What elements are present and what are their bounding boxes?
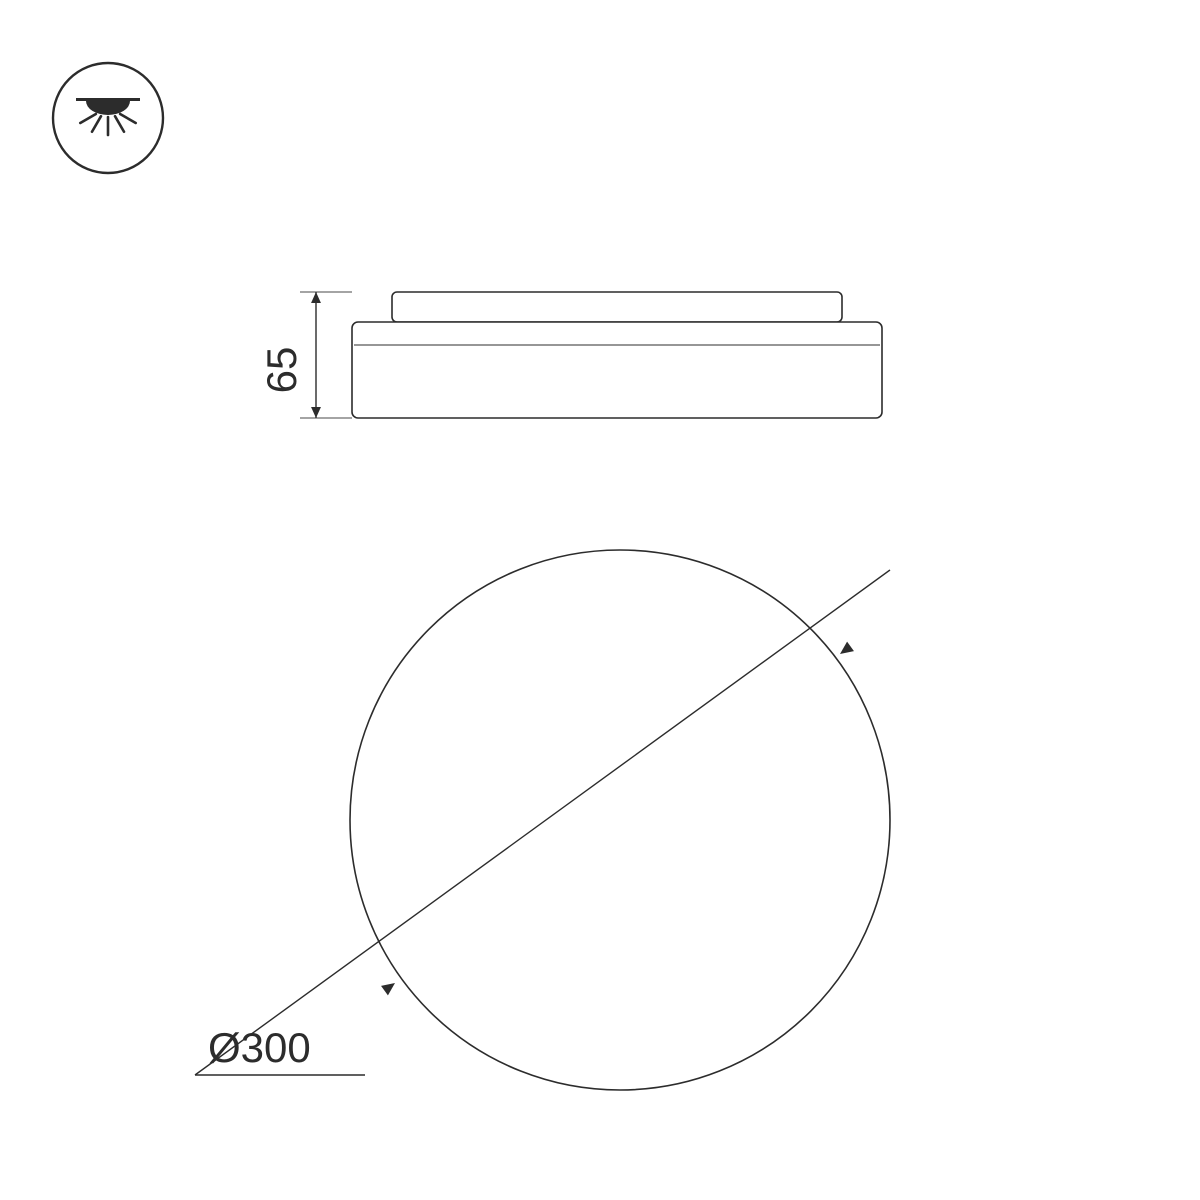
height-dimension-label: 65	[258, 347, 305, 394]
diameter-dimension-label: Ø300	[208, 1024, 311, 1071]
side-elevation: 65	[258, 292, 882, 418]
plan-view: Ø300	[195, 550, 890, 1090]
downlight-icon	[53, 63, 163, 173]
technical-drawing: 65 Ø300	[0, 0, 1200, 1200]
